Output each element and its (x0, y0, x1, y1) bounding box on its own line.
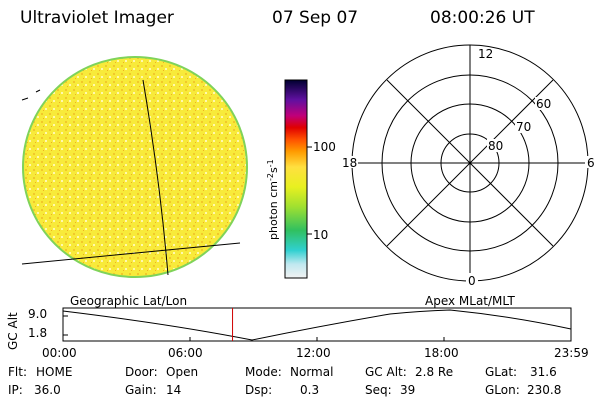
glon-label: GLon: (485, 383, 520, 397)
mlt-label-18: 18 (342, 156, 357, 170)
uv-image-panel (21, 56, 248, 278)
altitude-ytick-min: 1.8 (28, 326, 48, 340)
altitude-curve (62, 309, 572, 341)
flt-value: HOME (36, 365, 73, 379)
dsp-value: 0.3 (300, 383, 320, 397)
altitude-ytick-max: 9.0 (28, 307, 48, 321)
altitude-ylabel: GC Alt (6, 312, 20, 350)
altitude-xtick-3: 18:00 (424, 346, 459, 360)
latitude-line (21, 242, 241, 265)
lat-label-80: 80 (488, 139, 503, 153)
dsp-label: Dsp: (245, 383, 273, 397)
longitude-line (142, 79, 169, 276)
gcalt-value: 2.8 Re (415, 365, 454, 379)
ip-label: IP: (8, 383, 23, 397)
mlt-label-6: 6 (587, 156, 595, 170)
polar-plot: 12 18 6 0 60 70 80 (340, 44, 597, 288)
geographic-caption: Geographic Lat/Lon (70, 294, 188, 308)
seq-value: 39 (400, 383, 416, 397)
earth-disk (22, 56, 248, 278)
altitude-xtick-1: 06:00 (168, 346, 203, 360)
apex-caption: Apex MLat/MLT (425, 294, 515, 308)
colorbar-gradient (284, 79, 308, 279)
altitude-xtick-2: 12:00 (296, 346, 331, 360)
gain-label: Gain: (125, 383, 157, 397)
altitude-plot (62, 307, 572, 342)
lat-label-70: 70 (516, 120, 531, 134)
glat-label: GLat: (485, 365, 518, 379)
lat-label-60: 60 (536, 97, 551, 111)
time-label: 08:00:26 UT (430, 8, 535, 28)
colorbar-tick-100: 100 (313, 140, 336, 154)
seq-label: Seq: (365, 383, 392, 397)
coastline-mark (21, 89, 41, 101)
mode-value: Normal (290, 365, 334, 379)
mode-label: Mode: (245, 365, 282, 379)
mlt-label-0: 0 (468, 274, 476, 288)
colorbar: photon cm-2s-1 (266, 79, 312, 279)
colorbar-unit: photon cm-2s-1 (266, 159, 280, 240)
flt-label: Flt: (8, 365, 27, 379)
glon-value: 230.8 (527, 383, 562, 397)
altitude-xtick-0: 00:00 (42, 346, 77, 360)
gcalt-label: GC Alt: (365, 365, 407, 379)
door-value: Open (166, 365, 199, 379)
door-label: Door: (125, 365, 158, 379)
colorbar-tick-10: 10 (313, 228, 329, 242)
mlt-label-12: 12 (478, 47, 493, 61)
date-label: 07 Sep 07 (272, 8, 359, 28)
glat-value: 31.6 (530, 365, 557, 379)
altitude-xtick-4: 23:59 (554, 346, 589, 360)
gain-value: 14 (166, 383, 182, 397)
ip-value: 36.0 (34, 383, 61, 397)
instrument-title: Ultraviolet Imager (20, 8, 174, 28)
